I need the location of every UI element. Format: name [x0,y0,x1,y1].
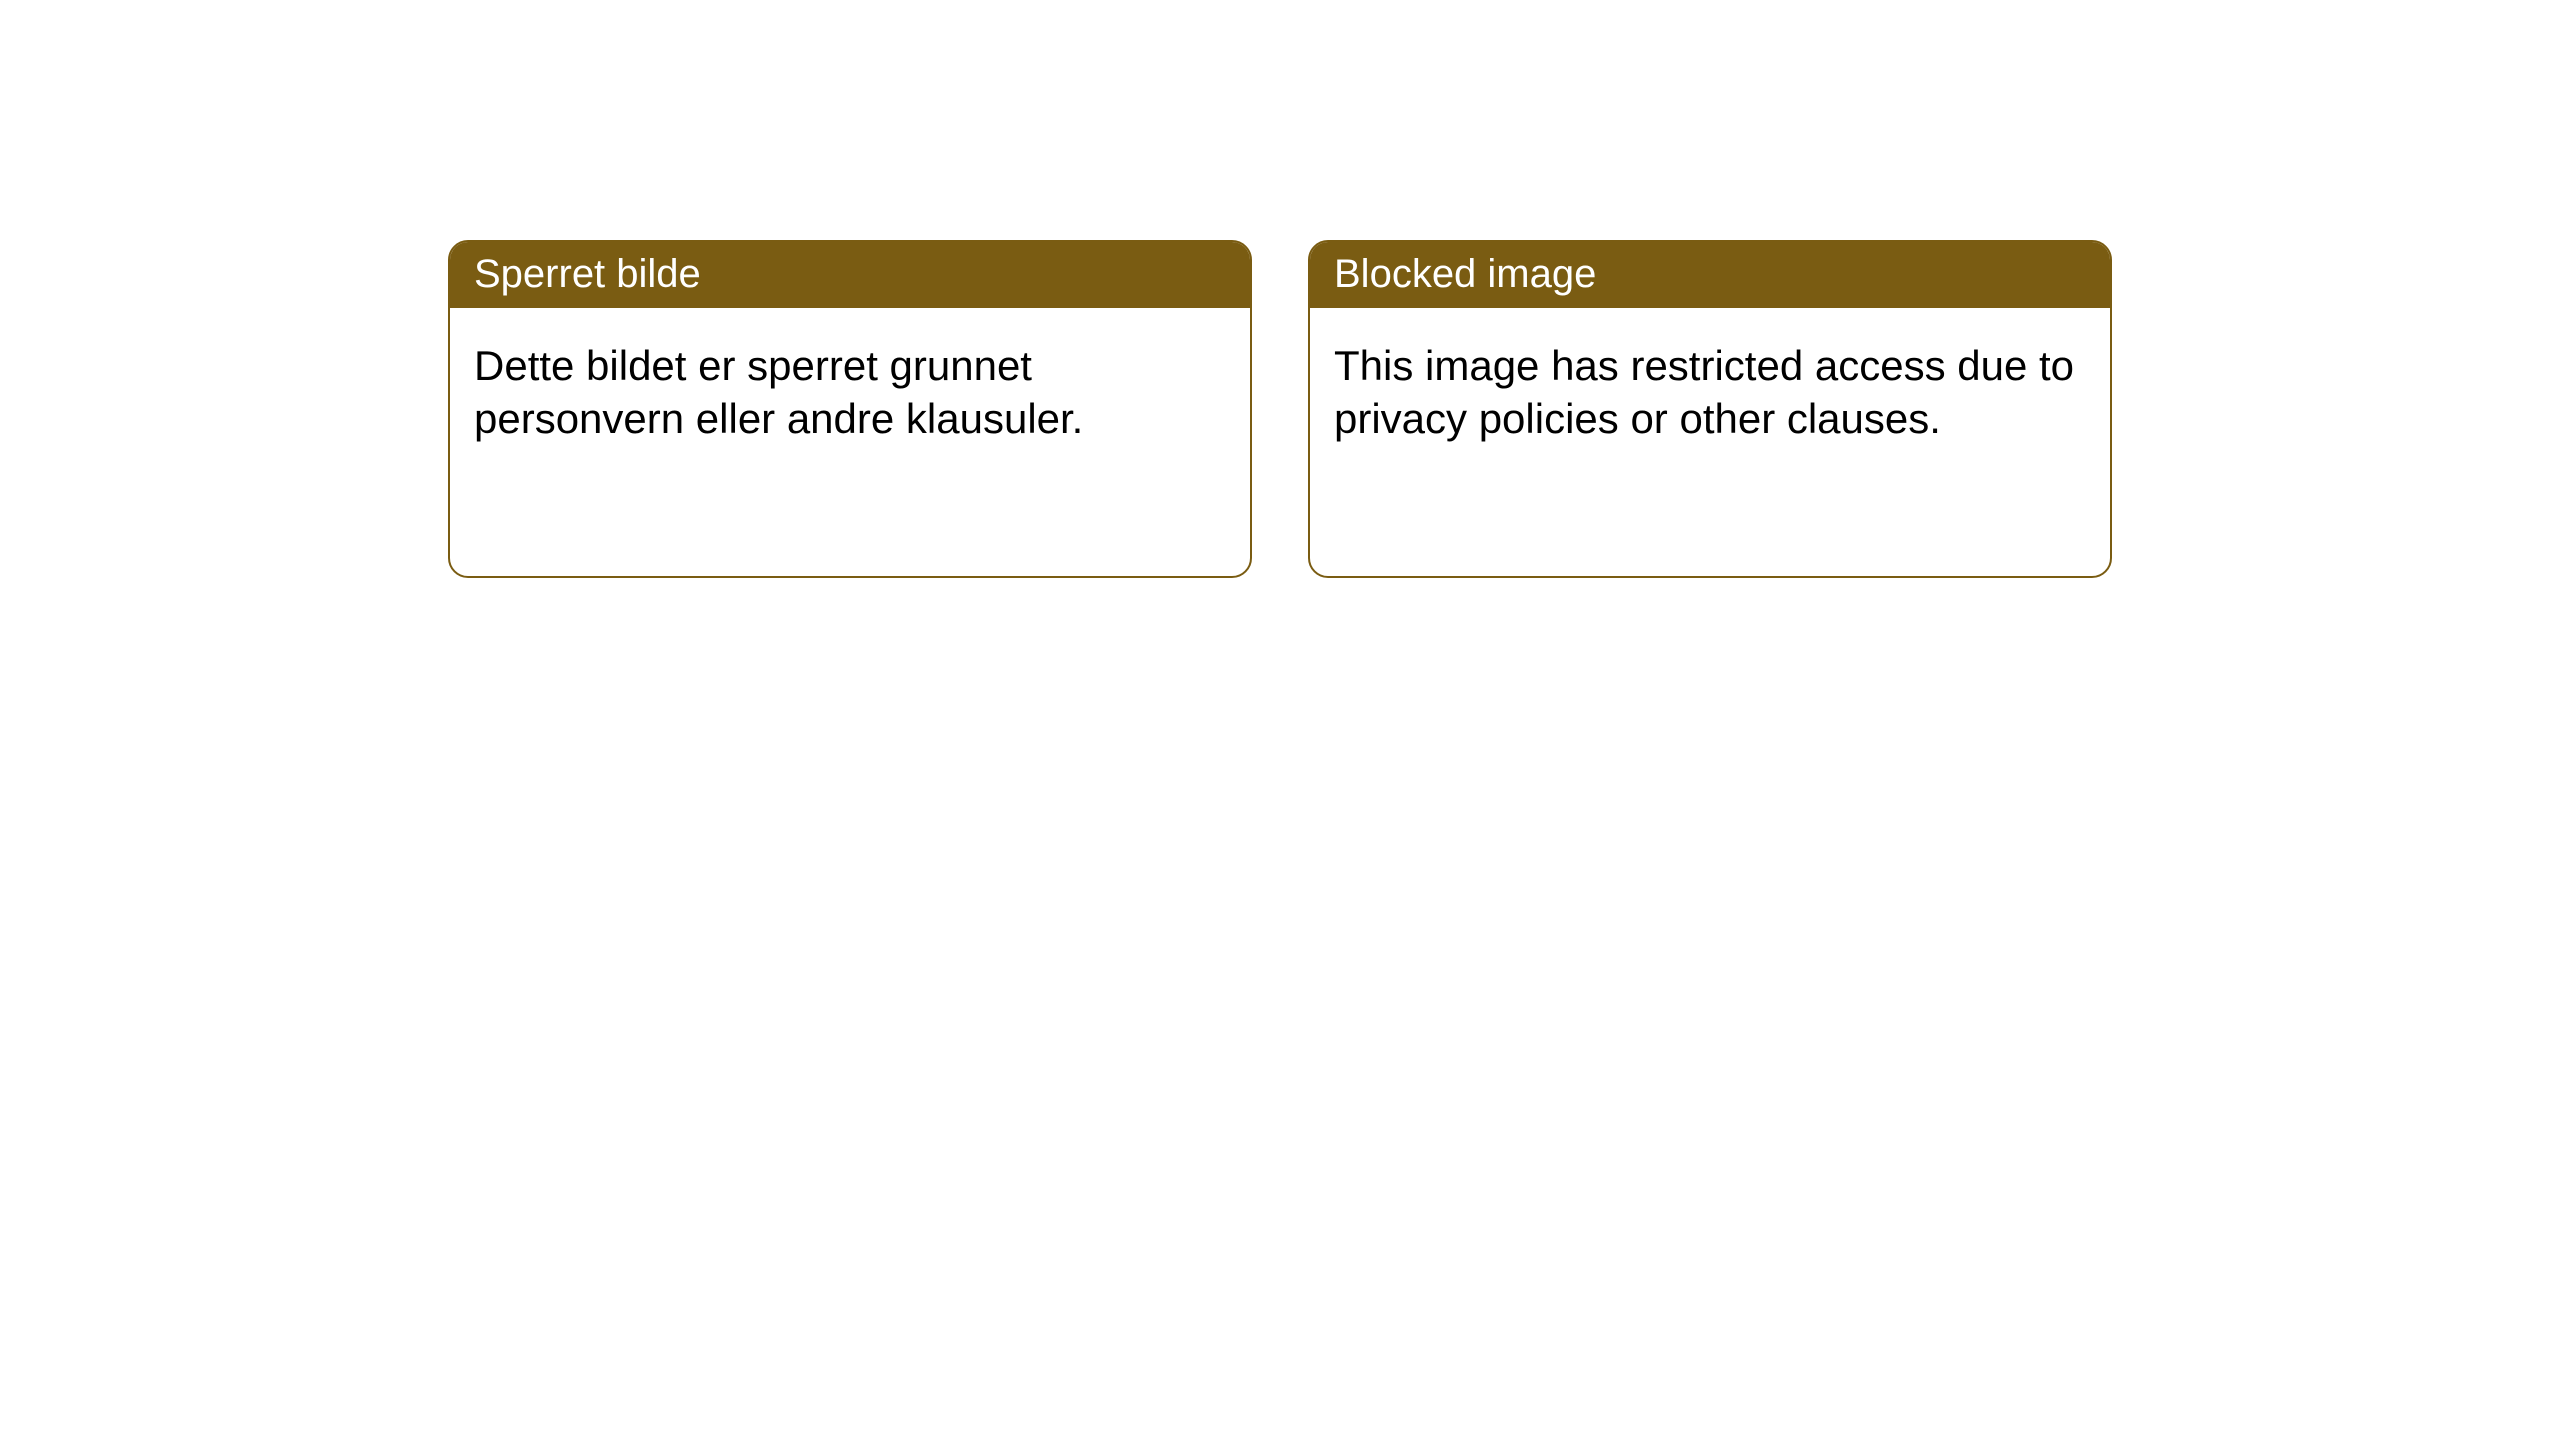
notice-title: Blocked image [1310,242,2110,308]
notice-container: Sperret bilde Dette bildet er sperret gr… [0,0,2560,578]
notice-body: Dette bildet er sperret grunnet personve… [450,308,1250,477]
notice-title: Sperret bilde [450,242,1250,308]
notice-body: This image has restricted access due to … [1310,308,2110,477]
notice-card-norwegian: Sperret bilde Dette bildet er sperret gr… [448,240,1252,578]
notice-card-english: Blocked image This image has restricted … [1308,240,2112,578]
